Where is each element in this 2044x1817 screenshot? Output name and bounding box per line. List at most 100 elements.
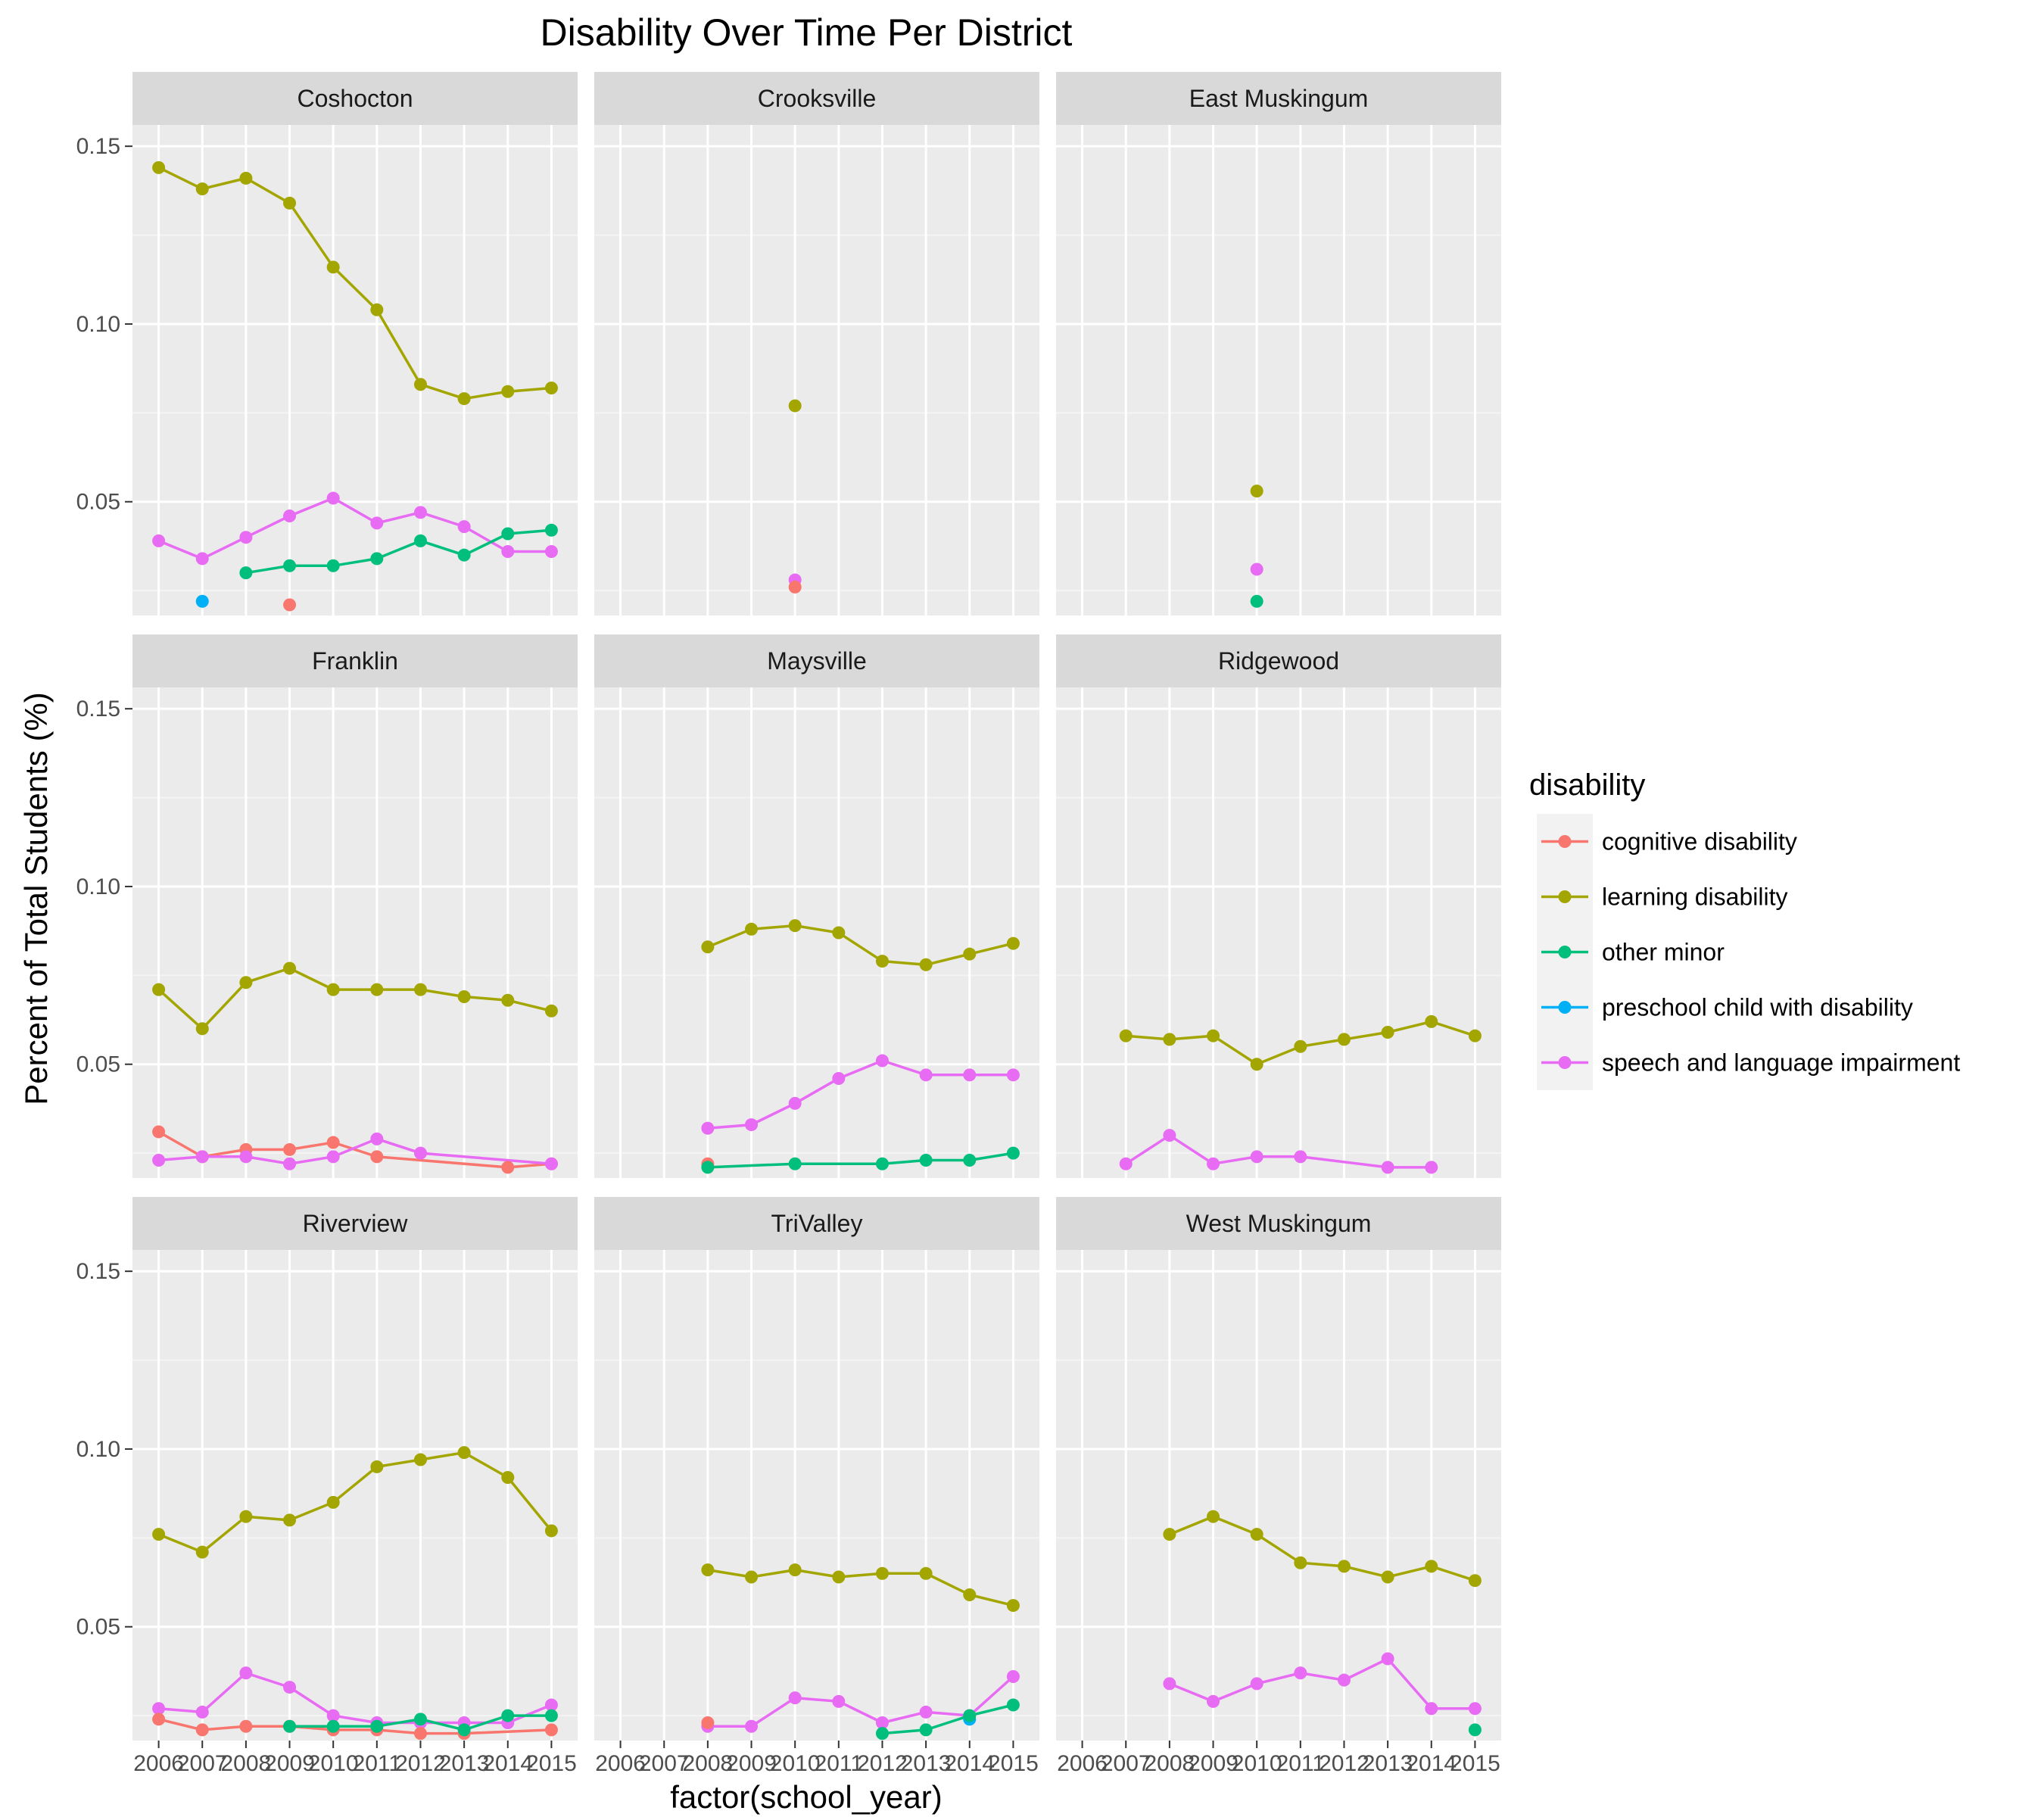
data-point-speech-and-language-impairment xyxy=(283,1157,297,1170)
data-point-speech-and-language-impairment xyxy=(1337,1673,1351,1687)
data-point-learning-disability xyxy=(745,922,759,936)
data-point-other-minor xyxy=(283,1719,297,1733)
data-point-speech-and-language-impairment xyxy=(788,1691,802,1705)
data-point-learning-disability xyxy=(195,182,209,196)
data-point-learning-disability xyxy=(283,196,297,210)
data-point-learning-disability xyxy=(239,976,253,990)
data-point-cognitive-disability xyxy=(326,1136,340,1149)
panel-background xyxy=(594,125,1039,616)
x-tick-label: 2010 xyxy=(308,1751,359,1776)
series-line-speech-and-language-impairment xyxy=(157,497,552,560)
data-point-speech-and-language-impairment xyxy=(1119,1157,1133,1170)
data-point-speech-and-language-impairment xyxy=(1425,1161,1438,1174)
y-tick-label: 0.15 xyxy=(76,1259,120,1284)
data-point-other-minor xyxy=(963,1154,977,1167)
data-point-learning-disability xyxy=(1163,1528,1176,1541)
x-tick-label: 2015 xyxy=(526,1751,577,1776)
x-tick-label: 2009 xyxy=(264,1751,315,1776)
data-point-learning-disability xyxy=(1381,1025,1394,1039)
x-tick-label: 2012 xyxy=(395,1751,446,1776)
panel-background xyxy=(132,1250,578,1741)
data-point-learning-disability xyxy=(1294,1039,1307,1053)
legend-key-point xyxy=(1558,835,1572,848)
data-point-learning-disability xyxy=(1337,1033,1351,1046)
y-tick-label: 0.10 xyxy=(76,874,120,899)
data-point-cognitive-disability xyxy=(283,1142,297,1156)
data-point-learning-disability xyxy=(283,1513,297,1527)
data-point-speech-and-language-impairment xyxy=(152,1702,166,1716)
legend-item-learning-disability: learning disability xyxy=(1537,869,1787,924)
data-point-speech-and-language-impairment xyxy=(326,1709,340,1722)
series-line-other-minor xyxy=(707,1152,1014,1169)
x-tick-label: 2011 xyxy=(1276,1751,1326,1776)
y-tick-label: 0.15 xyxy=(76,134,120,159)
data-point-learning-disability xyxy=(1163,1033,1176,1046)
data-point-learning-disability xyxy=(919,1566,933,1580)
data-point-speech-and-language-impairment xyxy=(832,1072,846,1086)
panel-coshocton: Coshocton 0.05 0.10 0.15 xyxy=(76,72,578,616)
series-line-learning-disability xyxy=(157,166,552,400)
data-point-learning-disability xyxy=(501,385,515,398)
x-tick-label: 2007 xyxy=(639,1751,690,1776)
data-point-speech-and-language-impairment xyxy=(1207,1694,1220,1708)
panel-background xyxy=(1056,1250,1501,1741)
legend-key-point xyxy=(1558,946,1572,958)
legend-label: learning disability xyxy=(1602,884,1787,911)
data-point-cognitive-disability xyxy=(195,1723,209,1737)
x-tick-label: 2007 xyxy=(177,1751,228,1776)
panel-background xyxy=(594,687,1039,1178)
data-point-learning-disability xyxy=(1468,1029,1482,1043)
data-point-learning-disability xyxy=(1250,485,1263,498)
x-tick-label: 2015 xyxy=(1450,1751,1500,1776)
data-point-learning-disability xyxy=(457,392,471,406)
x-tick-label: 2012 xyxy=(1319,1751,1369,1776)
data-point-learning-disability xyxy=(370,983,384,996)
data-point-speech-and-language-impairment xyxy=(788,1096,802,1110)
data-point-learning-disability xyxy=(1250,1528,1263,1541)
data-point-learning-disability xyxy=(152,1528,166,1541)
x-tick-label: 2014 xyxy=(1406,1751,1457,1776)
strip-label: Ridgewood xyxy=(1218,647,1339,675)
series-line-other-minor xyxy=(882,1703,1014,1735)
series-line-learning-disability xyxy=(707,1568,1014,1607)
x-tick-label: 2013 xyxy=(1363,1751,1413,1776)
data-point-learning-disability xyxy=(832,926,846,940)
strip-background xyxy=(594,634,1039,687)
y-tick-label: 0.05 xyxy=(76,1615,120,1640)
data-point-other-minor xyxy=(457,1723,471,1737)
data-point-speech-and-language-impairment xyxy=(370,516,384,530)
data-point-learning-disability xyxy=(788,399,802,413)
data-point-speech-and-language-impairment xyxy=(701,1121,715,1135)
data-point-learning-disability xyxy=(1468,1574,1482,1588)
data-point-learning-disability xyxy=(501,1471,515,1485)
data-point-learning-disability xyxy=(544,1524,558,1538)
panel-background xyxy=(132,125,578,616)
panel-ridgewood: Ridgewood xyxy=(1056,634,1501,1178)
data-point-other-minor xyxy=(413,1713,427,1726)
data-point-speech-and-language-impairment xyxy=(963,1068,977,1082)
data-point-cognitive-disability xyxy=(152,1125,166,1139)
strip-label: Riverview xyxy=(303,1210,409,1237)
y-tick-label: 0.10 xyxy=(76,312,120,337)
data-point-other-minor xyxy=(544,523,558,537)
data-point-learning-disability xyxy=(152,161,166,174)
data-point-speech-and-language-impairment xyxy=(919,1068,933,1082)
data-point-speech-and-language-impairment xyxy=(1006,1669,1020,1683)
data-point-learning-disability xyxy=(195,1545,209,1559)
data-point-cognitive-disability xyxy=(239,1719,253,1733)
data-point-other-minor xyxy=(1006,1698,1020,1712)
data-point-speech-and-language-impairment xyxy=(1294,1666,1307,1680)
strip-label: Crooksville xyxy=(758,85,876,112)
legend-title: disability xyxy=(1529,768,1645,802)
data-point-other-minor xyxy=(1250,594,1263,608)
x-tick-label: 2013 xyxy=(901,1751,952,1776)
data-point-cognitive-disability xyxy=(413,1727,427,1741)
legend-item-other-minor: other minor xyxy=(1537,924,1725,980)
strip-background xyxy=(594,1197,1039,1250)
x-tick-label: 2015 xyxy=(988,1751,1039,1776)
data-point-other-minor xyxy=(413,534,427,547)
legend-key-point xyxy=(1558,1001,1572,1014)
data-point-other-minor xyxy=(326,1719,340,1733)
panel-background xyxy=(132,687,578,1178)
data-point-speech-and-language-impairment xyxy=(413,1146,427,1160)
